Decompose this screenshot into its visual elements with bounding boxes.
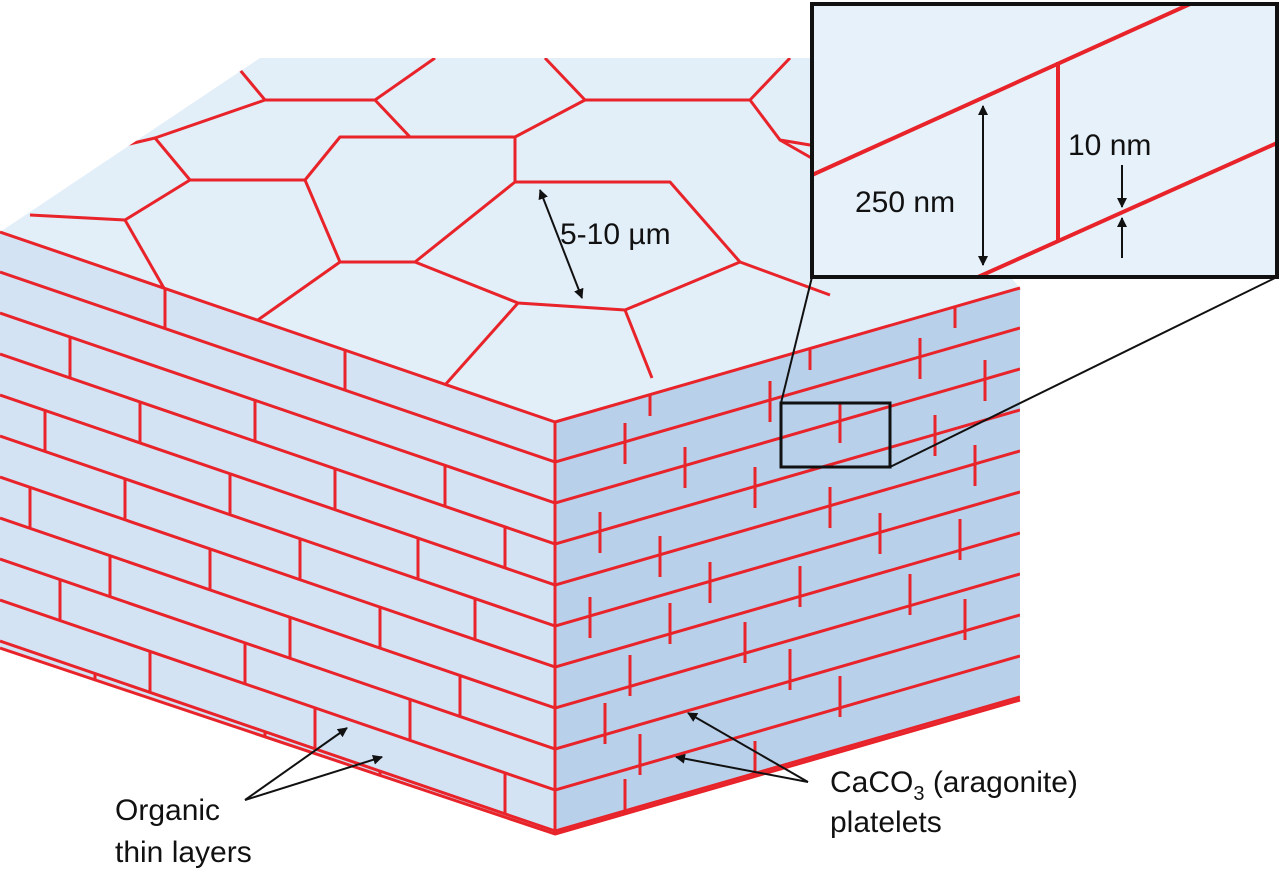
- arrow-organic-1: [244, 727, 348, 801]
- grain-size-label: 5-10 µm: [560, 218, 671, 251]
- block-edges: [0, 230, 1021, 836]
- platelet-thickness-label: 250 nm: [855, 186, 955, 219]
- right-face: [555, 288, 1020, 834]
- arrow-grain-size: [538, 189, 584, 299]
- organic-label-line2: thin layers: [115, 836, 252, 869]
- inset-organic-layer-top: [812, 4, 1191, 177]
- organic-thickness-label: 10 nm: [1068, 129, 1151, 162]
- arrow-organic-2: [244, 754, 383, 801]
- zoom-box: [779, 401, 892, 469]
- arrow-caco3-1: [687, 712, 809, 783]
- caco3-subscript: 3: [913, 783, 924, 805]
- organic-layers-label: Organic thin layers: [115, 794, 252, 869]
- caco3-label-line2: platelets: [830, 806, 942, 839]
- caco3-mineral: (aragonite): [924, 766, 1077, 799]
- inset-organic-layer-bottom: [977, 141, 1277, 277]
- arrow-caco3-2: [675, 753, 809, 783]
- caco3-label: CaCO3 (aragonite): [830, 766, 1078, 805]
- top-face: [0, 58, 1020, 422]
- right-face-bricks: [555, 288, 1020, 833]
- organic-label-line1: Organic: [115, 794, 220, 827]
- inset-border: [810, 2, 1279, 279]
- pointer-arrows: [244, 712, 809, 801]
- inset-background: [812, 4, 1277, 277]
- magnification-callout: [779, 276, 1278, 469]
- caco3-formula: CaCO: [830, 766, 913, 799]
- inset-panel: [810, 2, 1279, 279]
- left-face-bricks: [0, 270, 555, 833]
- zoom-leader-bottom: [889, 276, 1278, 468]
- left-face: [0, 232, 555, 834]
- zoom-leader-top: [780, 276, 813, 404]
